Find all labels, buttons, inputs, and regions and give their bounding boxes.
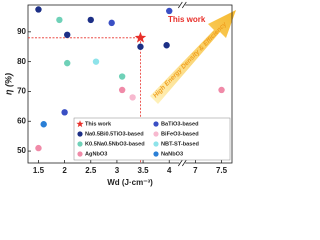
- point: [64, 31, 71, 39]
- point: [118, 86, 126, 94]
- legend-label: BiFeO3-based: [161, 131, 199, 137]
- legend-label: This work: [85, 121, 112, 127]
- legend-label: NaNbO3: [161, 151, 183, 157]
- legend-box: [73, 117, 231, 161]
- point: [35, 6, 42, 13]
- point: [92, 58, 100, 65]
- y-axis-label: η (%): [3, 73, 13, 95]
- legend-label: AgNbO3: [85, 151, 107, 157]
- legend-label: NBT-ST-based: [161, 141, 200, 147]
- point: [218, 86, 225, 94]
- plot-frame: [27, 4, 233, 164]
- point: [118, 73, 126, 80]
- point: [40, 121, 47, 128]
- legend-marker: [76, 120, 84, 128]
- x-tick-label: 4: [167, 166, 172, 175]
- legend-marker: [153, 121, 159, 127]
- point: [166, 7, 173, 15]
- point: [137, 43, 144, 50]
- x-tick-label: 2.5: [85, 166, 97, 175]
- axis-break: [181, 159, 187, 167]
- legend-marker: [153, 141, 159, 147]
- axis-break: [181, 1, 187, 9]
- point: [56, 16, 63, 24]
- legend-marker: [77, 131, 83, 137]
- y-tick-label: 60: [17, 116, 26, 125]
- arrow-text: High Energy Density & Efficiency: [152, 21, 228, 100]
- axis-break-gap: [179, 3, 186, 7]
- legend-marker: [77, 141, 83, 147]
- legend-marker: [153, 151, 159, 157]
- axis-break: [177, 159, 183, 167]
- legend-label: K0.5Na0.5NbO3-based: [85, 141, 145, 147]
- point: [134, 31, 147, 43]
- x-tick-label: 2: [62, 166, 67, 175]
- x-axis-label: Wd (J·cm⁻³): [107, 178, 153, 187]
- point: [129, 94, 136, 101]
- point: [108, 19, 115, 27]
- annotation: This work: [168, 15, 206, 24]
- chart: High Energy Density & Efficiency This wo…: [3, 1, 236, 187]
- y-tick-label: 80: [17, 57, 26, 66]
- y-tick-label: 70: [17, 87, 26, 96]
- legend-label: BaTiO3-based: [161, 121, 199, 127]
- axis-break-gap: [179, 161, 186, 165]
- legend-marker: [153, 131, 159, 137]
- x-tick-label: 3.5: [138, 166, 150, 175]
- y-tick-label: 90: [17, 27, 26, 36]
- point: [61, 109, 68, 116]
- x-tick-label: 7.5: [216, 166, 228, 175]
- x-tick-label: 7: [193, 166, 198, 175]
- x-tick-label: 3: [115, 166, 120, 175]
- point: [64, 59, 71, 67]
- y-tick-label: 50: [17, 146, 26, 155]
- axis-break: [177, 1, 183, 9]
- point: [35, 144, 42, 152]
- legend-marker: [77, 151, 83, 157]
- point: [163, 42, 170, 49]
- x-tick-label: 1.5: [33, 166, 45, 175]
- arrow: [150, 10, 236, 104]
- legend-label: Na0.5Bi0.5TiO3-based: [85, 131, 144, 137]
- point: [87, 16, 94, 24]
